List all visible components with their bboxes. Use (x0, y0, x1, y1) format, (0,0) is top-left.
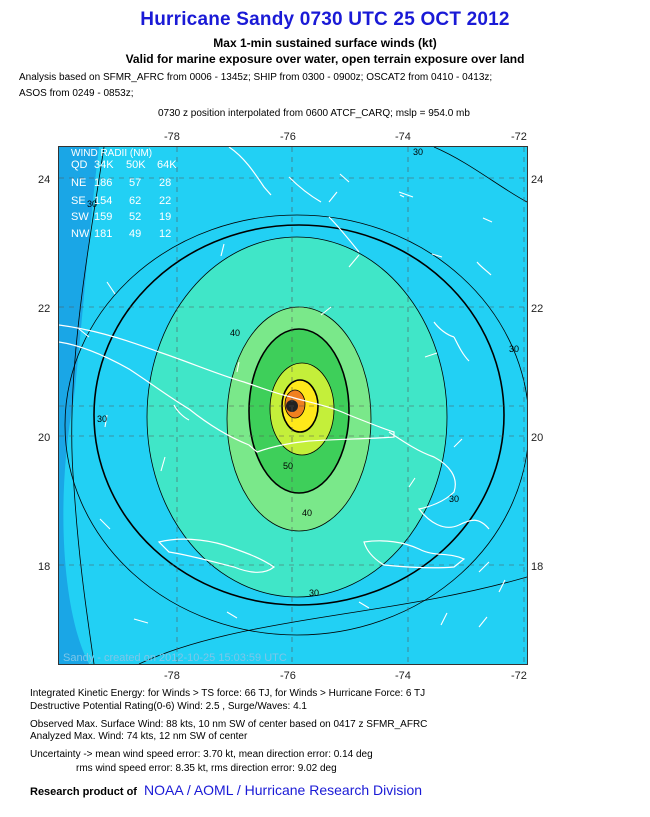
analysis-sources: Analysis based on SFMR_AFRC from 0006 - … (19, 72, 493, 83)
contour-label: 30 (449, 494, 459, 504)
wind-radii-title: WIND RADII (NM) (71, 148, 152, 159)
wind-radii-cell: 186 (94, 177, 112, 189)
wind-radii-header: 34K (94, 159, 114, 171)
lat-tick-right: 18 (531, 561, 544, 573)
lat-tick-right: 20 (531, 432, 544, 444)
destructive-line: Destructive Potential Rating(0-6) Wind: … (30, 701, 307, 712)
contour-label: 30 (87, 199, 97, 209)
map-title: Hurricane Sandy 0730 UTC 25 OCT 2012 (140, 9, 510, 30)
lon-tick-top: -72 (511, 131, 527, 143)
wind-radii-cell: 19 (159, 211, 171, 223)
lon-tick-top: -76 (280, 131, 296, 143)
contour-label: 30 (413, 147, 423, 157)
contour-label: 30 (509, 344, 519, 354)
wind-field-map: 30 40 50 30 30 30 30 40 30 WIND RADII (N… (58, 146, 528, 665)
wind-radii-cell: 49 (129, 228, 141, 240)
position-note: 0730 z position interpolated from 0600 A… (158, 108, 470, 119)
wind-radii-header: 50K (126, 159, 146, 171)
wind-radii-cell: 52 (129, 211, 141, 223)
lon-tick-bottom: -72 (511, 670, 527, 682)
lon-tick-bottom: -78 (164, 670, 180, 682)
lat-tick-left: 20 (38, 432, 51, 444)
wind-radii-cell: NE (71, 177, 86, 189)
wind-radii-cell: SE (71, 195, 86, 207)
analysis-sources-cont: ASOS from 0249 - 0853z; (19, 88, 134, 99)
lat-tick-left: 24 (38, 174, 51, 186)
wind-radii-cell: 28 (159, 177, 171, 189)
wind-vectors (78, 173, 506, 628)
wind-radii-cell: 154 (94, 195, 112, 207)
wind-radii-cell: 12 (159, 228, 171, 240)
lon-tick-bottom: -74 (395, 670, 411, 682)
observed-max-line: Observed Max. Surface Wind: 88 kts, 10 n… (30, 719, 428, 730)
wind-radii-cell: SW (71, 211, 89, 223)
lon-tick-bottom: -76 (280, 670, 296, 682)
research-label: Research product of (30, 786, 137, 798)
wind-radii-cell: 159 (94, 211, 112, 223)
lat-tick-left: 22 (38, 303, 51, 315)
ike-line: Integrated Kinetic Energy: for Winds > T… (30, 688, 426, 699)
coastlines (59, 147, 492, 573)
wind-radii-header: 64K (157, 159, 177, 171)
contour-label: 40 (302, 508, 312, 518)
analyzed-max-line: Analyzed Max. Wind: 74 kts, 12 nm SW of … (30, 731, 248, 742)
rms-error-line: rms wind speed error: 8.35 kt, rms direc… (76, 763, 337, 774)
wind-radii-cell: 22 (159, 195, 171, 207)
contour-label: 30 (97, 414, 107, 424)
wind-radii-cell: NW (71, 228, 90, 240)
map-subtitle-exposure: Valid for marine exposure over water, op… (125, 52, 525, 66)
lon-tick-top: -74 (395, 131, 411, 143)
wind-radii-table: WIND RADII (NM) QD 34K 50K 64K NE 186 57… (71, 148, 177, 240)
contour-label: 50 (283, 461, 293, 471)
lat-lon-grid (59, 147, 527, 664)
wind-radii-cell: 62 (129, 195, 141, 207)
creation-credit: Sandy - created on 2012-10-25 15:03:59 U… (63, 652, 287, 664)
lat-tick-left: 18 (38, 561, 51, 573)
uncertainty-line: Uncertainty -> mean wind speed error: 3.… (30, 749, 373, 760)
contour-label: 40 (230, 328, 240, 338)
wind-radii-cell: 181 (94, 228, 112, 240)
research-credit: Research product of NOAA / AOML / Hurric… (30, 782, 422, 798)
research-org-link[interactable]: NOAA / AOML / Hurricane Research Divisio… (144, 782, 423, 798)
lat-tick-right: 22 (531, 303, 544, 315)
wind-radii-cell: 57 (129, 177, 141, 189)
lat-tick-right: 24 (531, 174, 544, 186)
lon-tick-top: -78 (164, 131, 180, 143)
contour-labels: 30 40 50 30 30 30 30 40 30 (87, 147, 519, 598)
map-subtitle: Max 1-min sustained surface winds (kt) (213, 36, 437, 50)
wind-radii-header: QD (71, 159, 88, 171)
contour-label: 30 (309, 588, 319, 598)
